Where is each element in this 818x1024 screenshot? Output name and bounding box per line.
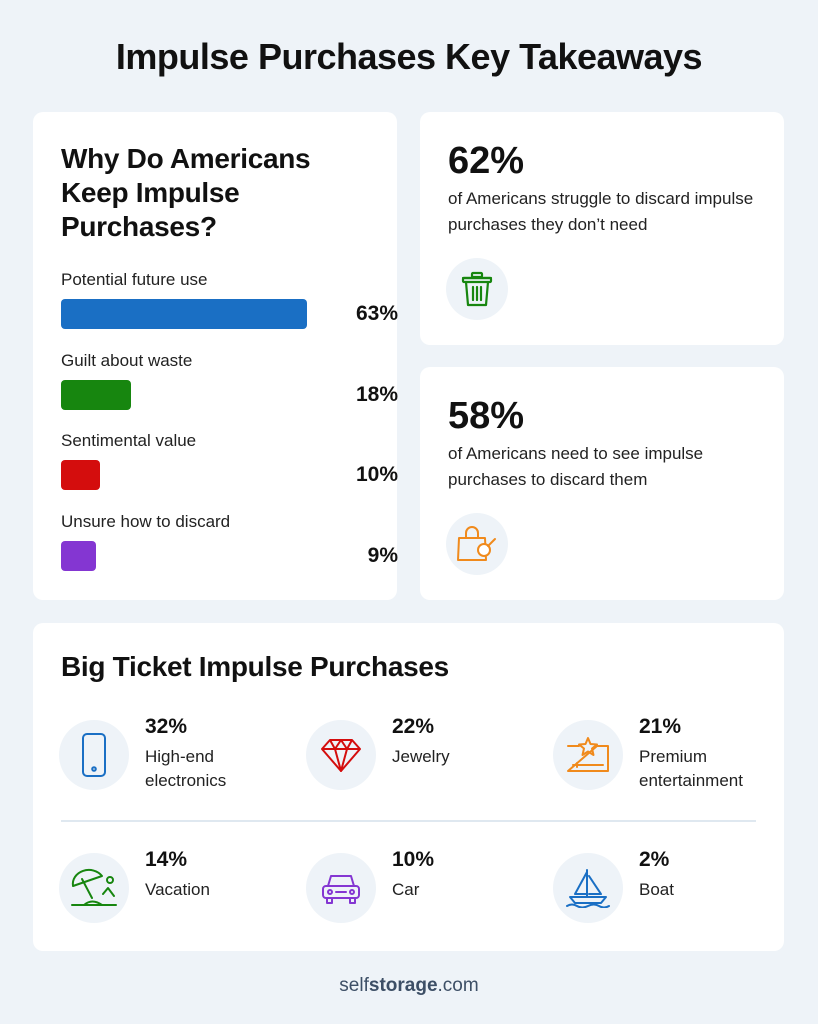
item-percent: 2% [639,848,670,871]
item-percent: 14% [145,848,188,871]
item-label: Car [392,880,420,899]
big-ticket-title: Big Ticket Impulse Purchases [61,651,449,682]
why-keep-card: Why Do Americans Keep Impulse Purchases?… [33,112,398,600]
reason-bar [61,541,96,571]
reason-percent: 10% [355,463,398,486]
stat-card-discard-struggle: 62% of Americans struggle to discard imp… [420,112,784,345]
car-icon [306,853,376,923]
item-percent: 22% [392,715,435,738]
stat-percent: 58% [448,395,525,437]
big-ticket-item: 14% Vacation [59,848,299,928]
brand-prefix: self [339,975,369,996]
why-card-title: Why Do Americans Keep Impulse Purchases? [61,143,311,242]
big-ticket-item: 10% Car [306,848,546,928]
page-title: Impulse Purchases Key Takeaways [115,36,703,77]
beach-umbrella-icon [59,853,129,923]
reason-percent: 9% [367,544,398,567]
reason-bar [61,460,100,490]
trash-can-icon [446,258,508,320]
brand-bold: storage [368,975,438,996]
item-label: Jewelry [392,747,450,766]
item-label: High-end electronics [145,747,227,790]
reason-percent: 63% [355,302,398,325]
big-ticket-item: 2% Boat [553,848,793,928]
divider [61,820,756,822]
item-label: Boat [639,880,674,899]
big-ticket-item: 22% Jewelry [306,715,546,795]
big-ticket-card: Big Ticket Impulse Purchases 32% High-en… [33,623,784,951]
reason-bar [61,299,307,329]
reason-bar [61,380,131,410]
reason-label: Potential future use [61,270,208,289]
reason-label: Unsure how to discard [61,512,231,531]
big-ticket-item: 21% Premium entertainment [553,715,793,795]
smartphone-icon [59,720,129,790]
shopping-bag-search-icon [446,513,508,575]
stat-percent: 62% [448,140,525,182]
stat-description: of Americans need to see impulse purchas… [448,444,704,489]
reason-row: Guilt about waste 18% [61,351,398,410]
big-ticket-item: 32% High-end electronics [59,715,299,795]
ticket-star-icon [553,720,623,790]
sailboat-icon [553,853,623,923]
item-percent: 32% [145,715,188,738]
reason-row: Unsure how to discard 9% [61,512,398,571]
reason-percent: 18% [355,383,398,406]
stat-description: of Americans struggle to discard impulse… [448,189,754,234]
reason-label: Guilt about waste [61,351,193,370]
reason-row: Sentimental value 10% [61,431,398,490]
diamond-icon [306,720,376,790]
reason-label: Sentimental value [61,431,197,450]
item-label: Premium entertainment [639,747,743,790]
footer-brand: selfstorage.com [0,975,818,997]
item-label: Vacation [145,880,210,899]
stat-card-need-to-see: 58% of Americans need to see impulse pur… [420,367,784,600]
item-percent: 21% [639,715,682,738]
reason-row: Potential future use 63% [61,270,398,329]
brand-suffix: .com [437,975,479,996]
item-percent: 10% [392,848,435,871]
